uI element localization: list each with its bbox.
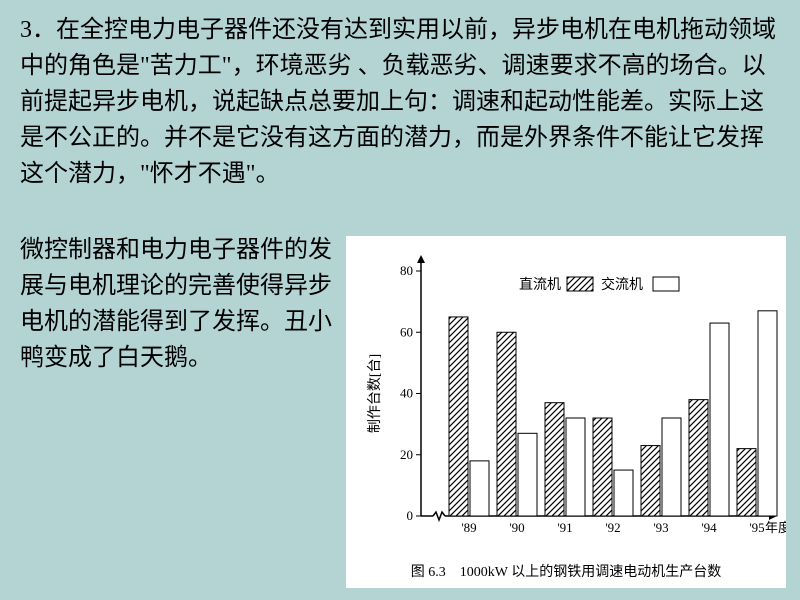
svg-text:60: 60: [400, 324, 413, 339]
paragraph-2: 微控制器和电力电子器件的发展与电机理论的完善使得异步电机的潜能得到了发挥。丑小鸭…: [20, 232, 340, 376]
paragraph-1: 3．在全控电力电子器件还没有达到实用以前，异步电机在电机拖动领域中的角色是"苦力…: [20, 12, 780, 192]
bar-dc: [737, 449, 756, 516]
svg-text:年度: 年度: [765, 520, 786, 535]
svg-text:80: 80: [400, 263, 413, 278]
bar-ac: [566, 418, 585, 516]
bar-ac: [614, 470, 633, 516]
chart-caption: 图 6.3 1000kW 以上的钢铁用调速电动机生产台数: [411, 564, 721, 580]
bar-dc: [641, 446, 660, 516]
bar-chart: 0 20 40 60 80 制作台数[台] '89 '90 '91 '92 '93 '94 '95年度 直…: [346, 236, 786, 588]
bar-ac: [710, 323, 729, 516]
bar-ac: [662, 418, 681, 516]
svg-text:20: 20: [400, 447, 413, 462]
svg-text:'89: '89: [461, 520, 476, 535]
svg-text:'93: '93: [653, 520, 668, 535]
bar-ac: [470, 461, 489, 516]
svg-text:'94: '94: [701, 520, 717, 535]
bar-dc: [689, 400, 708, 516]
svg-text:'91: '91: [557, 520, 572, 535]
chart-svg: 0 20 40 60 80 制作台数[台] '89 '90 '91 '92 '93 '94 '95年度 直…: [346, 236, 786, 588]
svg-text:制作台数[台]: 制作台数[台]: [367, 354, 383, 433]
svg-text:'95: '95: [749, 520, 764, 535]
bar-dc: [449, 317, 468, 516]
bar-ac: [518, 433, 537, 516]
svg-text:40: 40: [400, 386, 413, 401]
svg-text:'90: '90: [509, 520, 524, 535]
svg-text:直流机: 直流机: [519, 276, 561, 293]
bar-dc: [593, 418, 612, 516]
bar-ac: [758, 311, 777, 516]
bar-dc: [497, 332, 516, 516]
svg-text:交流机: 交流机: [601, 276, 643, 293]
svg-text:0: 0: [407, 508, 414, 523]
bar-dc: [545, 403, 564, 516]
svg-text:'92: '92: [605, 520, 620, 535]
